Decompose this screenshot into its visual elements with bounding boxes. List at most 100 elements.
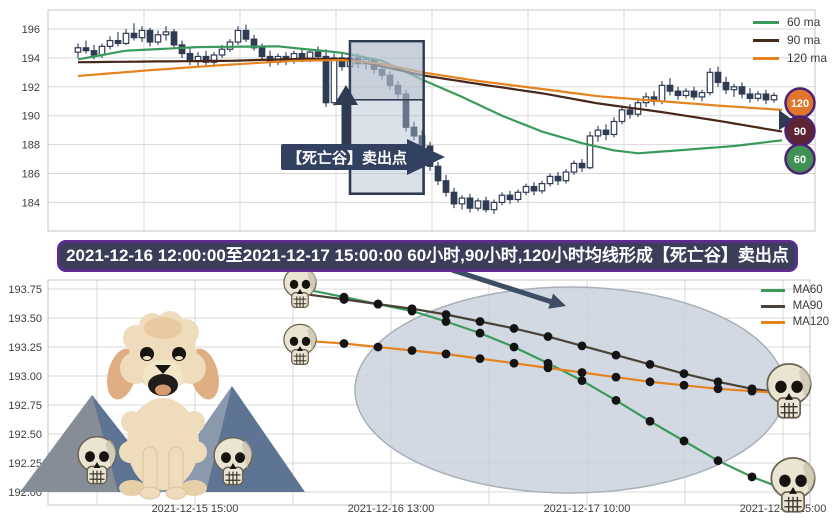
- ma-badge-label: 90: [794, 126, 806, 138]
- candle-down: [443, 181, 449, 193]
- candle-down: [179, 45, 185, 54]
- legend-item-ma60: MA60: [761, 282, 829, 298]
- ma60-marker-dot: [748, 473, 757, 482]
- candle-up: [123, 33, 129, 43]
- candle-down: [259, 48, 265, 57]
- candle-down: [323, 56, 329, 102]
- death-valley-sell-dashboard: 196194192190188186184【死亡谷】卖出点1209060 60 …: [0, 0, 833, 520]
- candle-down: [723, 82, 729, 89]
- y-tick-label: 188: [22, 140, 40, 152]
- candle-up: [619, 110, 625, 122]
- ma120-marker-dot: [476, 354, 485, 363]
- ma120-marker-dot: [374, 343, 383, 352]
- candle-up: [571, 163, 577, 172]
- ma120-marker-dot: [646, 377, 655, 386]
- candle-down: [555, 176, 561, 180]
- ma90-marker-dot: [612, 351, 621, 360]
- candle-down: [675, 91, 681, 95]
- y-tick-label: 193.75: [8, 284, 42, 296]
- candle-up: [163, 32, 169, 35]
- candle-up: [107, 41, 113, 47]
- ma120-marker-dot: [340, 339, 349, 348]
- candle-up: [539, 184, 545, 191]
- ma90-marker-dot: [442, 310, 451, 319]
- candle-down: [483, 201, 489, 210]
- candle-up: [707, 72, 713, 92]
- candle-down: [243, 30, 249, 39]
- candle-down: [187, 54, 193, 61]
- candle-down: [147, 30, 153, 42]
- candle-down: [691, 91, 697, 97]
- legend-label: MA120: [793, 316, 829, 328]
- candle-down: [467, 198, 473, 208]
- ma90-marker-dot: [680, 369, 689, 378]
- y-tick-label: 186: [22, 169, 40, 181]
- sell-point-label: 【死亡谷】卖出点: [287, 149, 407, 167]
- candle-down: [763, 94, 769, 100]
- top-chart-legend: 60 ma 90 ma 120 ma: [753, 13, 827, 67]
- death-valley-inner-box: [350, 41, 424, 100]
- candle-down: [315, 52, 321, 56]
- legend-label: MA90: [793, 300, 823, 312]
- ma120-marker-dot: [612, 373, 621, 382]
- candle-up: [227, 42, 233, 49]
- candle-down: [171, 32, 177, 45]
- ma60-marker-dot: [510, 343, 519, 352]
- candle-up: [139, 30, 145, 37]
- candle-up: [515, 192, 521, 199]
- candle-up: [771, 95, 777, 99]
- candle-down: [715, 72, 721, 82]
- candle-down: [531, 187, 537, 191]
- top-candlestick-chart: 196194192190188186184【死亡谷】卖出点1209060: [0, 0, 833, 240]
- y-tick-label: 192.25: [8, 458, 42, 470]
- ma90-marker-dot: [510, 324, 519, 333]
- candle-down: [435, 166, 441, 180]
- candle-up: [731, 87, 737, 90]
- candle-down: [131, 33, 137, 37]
- ma90-line-swatch: [753, 39, 779, 42]
- legend-label: 60 ma: [787, 15, 820, 29]
- candle-down: [747, 94, 753, 98]
- y-tick-label: 196: [22, 24, 40, 36]
- ma60-marker-dot: [714, 456, 723, 465]
- bottom-chart-legend: MA60 MA90 MA120: [761, 282, 829, 330]
- ma90-marker-dot: [374, 300, 383, 309]
- legend-item-120ma: 120 ma: [753, 49, 827, 67]
- candle-down: [603, 130, 609, 134]
- ma90-marker-dot: [340, 295, 349, 304]
- candle-up: [699, 93, 705, 97]
- ma90-marker-dot: [476, 317, 485, 326]
- ma60-marker-dot: [578, 376, 587, 385]
- ma120-marker-dot: [680, 381, 689, 390]
- ma120-line-swatch: [761, 321, 785, 324]
- candle-down: [507, 195, 513, 199]
- candle-up: [595, 130, 601, 136]
- x-tick-label: 2021-12-17 10:00: [544, 503, 631, 515]
- candle-up: [235, 30, 241, 42]
- y-tick-label: 193.00: [8, 371, 42, 383]
- candle-up: [755, 94, 761, 98]
- ma60-marker-dot: [612, 396, 621, 405]
- candle-up: [499, 195, 505, 202]
- y-tick-label: 193.25: [8, 342, 42, 354]
- candle-up: [683, 91, 689, 95]
- candle-up: [587, 136, 593, 168]
- ma60-line-swatch: [753, 21, 779, 24]
- candle-up: [491, 202, 497, 209]
- candle-down: [83, 48, 89, 51]
- candle-up: [563, 172, 569, 181]
- x-tick-label: 2021-12-16 13:00: [348, 503, 435, 515]
- ma120-marker-dot: [408, 346, 417, 355]
- skull-icon: [284, 324, 316, 364]
- ma90-marker-dot: [544, 332, 553, 341]
- y-tick-label: 194: [22, 53, 40, 65]
- y-tick-label: 190: [22, 111, 40, 123]
- candle-up: [75, 48, 81, 52]
- y-tick-label: 192.75: [8, 400, 42, 412]
- signal-title-banner: 2021-12-16 12:00:00至2021-12-17 15:00:00 …: [57, 240, 798, 272]
- skull-icon: [284, 267, 316, 307]
- y-tick-label: 184: [22, 197, 40, 209]
- candle-up: [219, 49, 225, 55]
- ma120-marker-dot: [714, 384, 723, 393]
- candle-down: [667, 85, 673, 91]
